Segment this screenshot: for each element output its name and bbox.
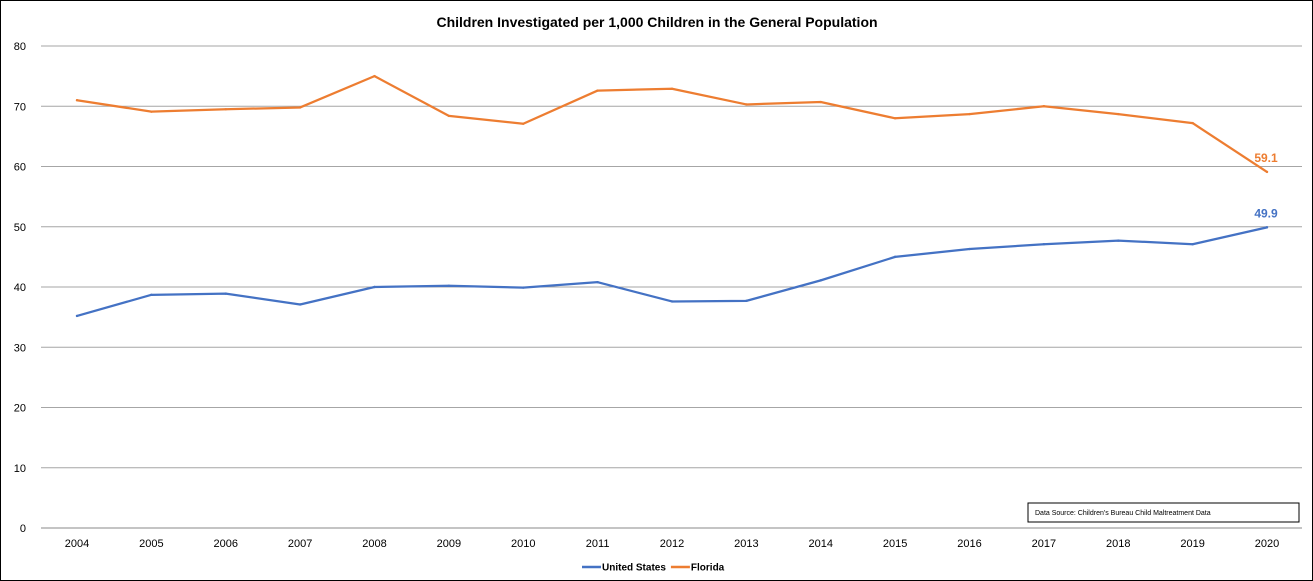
y-tick-label: 10: [14, 463, 26, 475]
data-point: [75, 99, 79, 102]
x-tick-label: 2010: [511, 538, 535, 550]
end-value-label: 49.9: [1254, 206, 1278, 220]
data-point: [1191, 243, 1194, 246]
x-tick-label: 2016: [957, 538, 981, 550]
x-tick-label: 2011: [586, 538, 610, 550]
data-source-text: Data Source: Children's Bureau Child Mal…: [1035, 510, 1211, 517]
x-tick-label: 2015: [883, 538, 907, 550]
data-point: [1042, 105, 1046, 108]
data-point: [893, 117, 897, 120]
series-lines: [75, 74, 1269, 318]
data-point: [1117, 239, 1120, 242]
legend-label: Florida: [691, 563, 725, 574]
y-tick-label: 20: [14, 403, 26, 415]
x-tick-label: 2008: [362, 538, 386, 550]
x-tick-label: 2018: [1106, 538, 1130, 550]
data-point: [596, 280, 599, 284]
data-point: [1265, 226, 1269, 229]
data-point: [968, 112, 971, 116]
data-point: [596, 89, 599, 92]
data-point: [522, 122, 525, 125]
x-tick-label: 2013: [734, 538, 758, 550]
data-point: [1117, 112, 1120, 116]
x-tick-label: 2007: [288, 538, 312, 550]
y-tick-label: 30: [14, 342, 26, 354]
y-axis-tick-labels: 0 10 20 30 40 50 60 70 80: [14, 41, 26, 535]
gridlines: [41, 45, 1302, 529]
legend-label: United States: [602, 563, 666, 574]
data-source-border: [1027, 502, 1300, 523]
x-tick-label: 2014: [809, 538, 833, 550]
data-point: [373, 285, 376, 289]
data-point: [75, 314, 79, 318]
data-point: [745, 103, 748, 106]
data-point: [447, 284, 451, 287]
y-tick-label: 50: [14, 222, 26, 234]
chart-title: Children Investigated per 1,000 Children…: [436, 14, 877, 30]
x-tick-label: 2009: [437, 538, 461, 550]
data-point: [522, 286, 525, 289]
series-line-florida: [75, 75, 1269, 174]
data-source-box: Data Source: Children's Bureau Child Mal…: [1027, 502, 1300, 523]
data-point: [893, 255, 897, 259]
x-tick-label: 2019: [1180, 538, 1204, 550]
data-point: [224, 108, 227, 111]
data-point: [150, 293, 153, 297]
data-point: [670, 87, 674, 90]
x-tick-label: 2005: [139, 538, 163, 550]
data-point: [670, 300, 674, 303]
x-tick-label: 2012: [660, 538, 684, 550]
y-tick-label: 60: [14, 162, 26, 174]
x-tick-label: 2020: [1255, 538, 1279, 550]
data-point: [819, 100, 822, 104]
data-point: [819, 279, 822, 282]
end-value-label: 59.1: [1254, 151, 1278, 165]
y-tick-label: 80: [14, 41, 26, 53]
x-tick-label: 2006: [214, 538, 238, 550]
legend: United States Florida: [582, 563, 725, 574]
data-point: [1042, 243, 1046, 246]
x-tick-label: 2004: [65, 538, 89, 550]
y-tick-label: 70: [14, 101, 26, 113]
data-point: [150, 110, 153, 113]
data-point: [745, 299, 748, 303]
data-point: [1191, 121, 1194, 125]
data-point: [447, 114, 451, 118]
y-tick-label: 40: [14, 282, 26, 294]
data-point: [298, 303, 302, 306]
data-point: [1265, 170, 1269, 174]
x-axis-tick-labels: 2004 2005 2006 2007 2008 2009 2010 2011 2012 2013…: [65, 538, 1279, 550]
data-point: [224, 292, 227, 295]
data-point: [373, 74, 376, 78]
x-tick-label: 2017: [1032, 538, 1056, 550]
data-point: [298, 106, 302, 109]
end-value-labels: 49.9 59.1: [1254, 151, 1278, 220]
data-point: [968, 247, 971, 251]
y-tick-label: 0: [20, 523, 26, 535]
